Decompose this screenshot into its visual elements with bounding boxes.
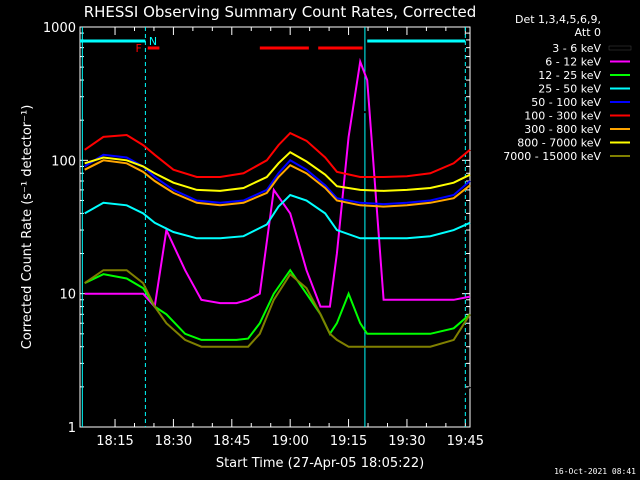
legend-label: 800 - 7000 keV bbox=[517, 137, 601, 150]
series-line-300-800-keV bbox=[84, 159, 471, 208]
flare-flag-label: F bbox=[136, 42, 142, 55]
y-tick-label: 1000 bbox=[43, 21, 76, 36]
y-tick-label: 100 bbox=[51, 154, 76, 169]
plot-frame bbox=[79, 26, 471, 428]
legend-swatch-outline bbox=[608, 45, 632, 51]
series-line-100-300-keV bbox=[84, 131, 471, 178]
series-group bbox=[83, 57, 471, 405]
x-axis-label: Start Time (27-Apr-05 18:05:22) bbox=[216, 456, 424, 471]
axis-ticks: 18:15 18:30 18:45 19:00 19:15 19:30 19:45 1 10 10… bbox=[43, 21, 484, 449]
status-flags: FN bbox=[80, 27, 466, 427]
legend-label: 25 - 50 keV bbox=[538, 83, 601, 96]
legend-label: 12 - 25 keV bbox=[538, 69, 601, 82]
footer-timestamp: 16-Oct-2021 08:41 bbox=[554, 467, 636, 476]
legend-label: 3 - 6 keV bbox=[552, 42, 601, 55]
x-tick-label: 19:45 bbox=[447, 434, 484, 449]
night-flag-label: N bbox=[149, 35, 157, 48]
legend-header-line2: Att 0 bbox=[575, 26, 601, 39]
series-line-7000-15000-keV bbox=[84, 269, 471, 348]
series-line-12-25-keV bbox=[84, 268, 471, 341]
x-tick-label: 18:15 bbox=[96, 434, 133, 449]
legend-label: 300 - 800 keV bbox=[524, 123, 601, 136]
legend-header-line1: Det 1,3,4,5,6,9, bbox=[515, 13, 601, 26]
series-line-800-7000-keV bbox=[84, 150, 471, 192]
x-tick-label: 19:00 bbox=[271, 434, 308, 449]
y-tick-label: 1 bbox=[68, 421, 76, 436]
y-axis-label: Corrected Count Rate (s⁻¹ detector⁻¹) bbox=[20, 105, 35, 350]
legend-label: 50 - 100 keV bbox=[531, 96, 601, 109]
legend-label: 7000 - 15000 keV bbox=[503, 150, 601, 163]
series-line-50-100-keV bbox=[84, 153, 471, 206]
legend-label: 6 - 12 keV bbox=[545, 56, 601, 69]
chart-title: RHESSI Observing Summary Count Rates, Co… bbox=[84, 3, 477, 21]
x-tick-label: 18:30 bbox=[155, 434, 192, 449]
legend-label: 100 - 300 keV bbox=[524, 110, 601, 123]
series-line-3-6-keV bbox=[83, 111, 471, 405]
series-line-6-12-keV bbox=[84, 57, 471, 309]
x-tick-label: 19:30 bbox=[388, 434, 425, 449]
series-line-25-50-keV bbox=[84, 193, 471, 240]
x-tick-label: 18:45 bbox=[213, 434, 250, 449]
y-tick-label: 10 bbox=[59, 288, 76, 303]
x-tick-label: 19:15 bbox=[330, 434, 367, 449]
